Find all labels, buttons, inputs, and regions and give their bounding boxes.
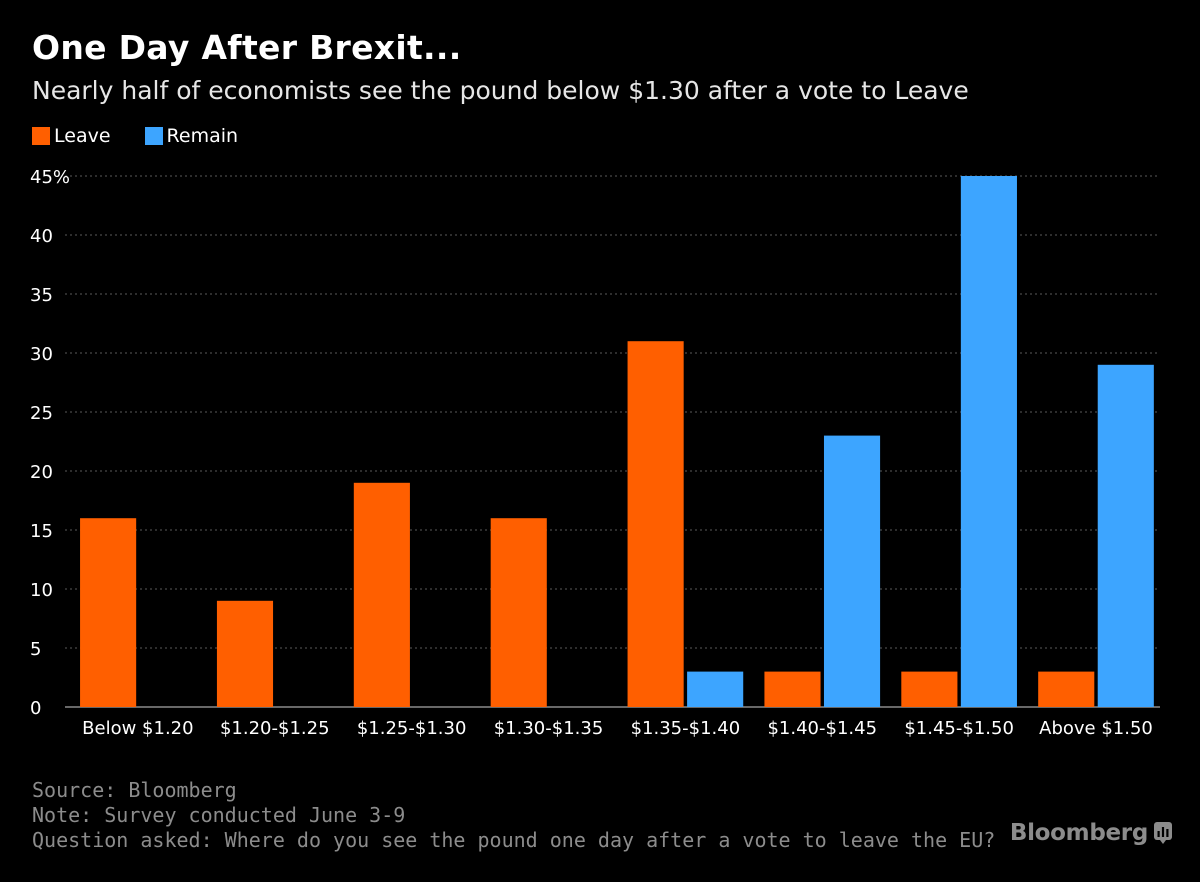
y-tick-label: 5 (30, 639, 41, 660)
legend-swatch-leave (32, 127, 50, 145)
bloomberg-terminal-icon (1154, 822, 1172, 844)
brand-name: Bloomberg (1009, 820, 1148, 846)
bar-leave (353, 482, 410, 707)
bar-leave (764, 671, 821, 707)
y-tick-label: 15 (30, 521, 53, 542)
x-tick-label: Below $1.20 (82, 718, 193, 739)
bar-leave (80, 518, 137, 707)
source-note: Source: Bloomberg (32, 778, 237, 802)
x-tick-label: $1.25-$1.30 (357, 718, 467, 739)
x-tick-label: $1.20-$1.25 (220, 718, 330, 739)
x-tick-label: Above $1.50 (1039, 718, 1153, 739)
y-tick-label: 20 (30, 462, 53, 483)
bar-leave (901, 671, 958, 707)
x-tick-label: $1.45-$1.50 (904, 718, 1014, 739)
legend: Leave Remain (32, 124, 272, 148)
y-tick-label: 10 (30, 580, 53, 601)
footer-notes: Source: Bloomberg Note: Survey conducted… (32, 778, 995, 853)
bar-remain (960, 176, 1017, 707)
bar-remain (823, 435, 881, 707)
bar-leave (216, 600, 274, 707)
legend-label-leave: Leave (54, 125, 111, 147)
x-tick-label: $1.35-$1.40 (631, 718, 741, 739)
bar-chart: 0 5 10 15 20 25 30 35 40 45% Below $1.20 $1.20-$1.2… (30, 167, 1160, 739)
chart-title: One Day After Brexit... (32, 28, 462, 67)
y-tick-label: 30 (30, 344, 53, 365)
chart-subtitle: Nearly half of economists see the pound … (32, 76, 969, 105)
bloomberg-logo: Bloomberg (1010, 820, 1172, 846)
bar-leave (1038, 671, 1095, 707)
y-tick-label: 40 (30, 226, 53, 247)
bar-leave (490, 518, 547, 707)
y-tick-label: 35 (30, 285, 53, 306)
y-tick-label: 25 (30, 403, 53, 424)
y-tick-label: 45% (30, 167, 70, 188)
legend-item-leave: Leave (32, 125, 111, 147)
legend-swatch-remain (144, 127, 163, 145)
bar-remain (687, 671, 744, 707)
x-tick-label: $1.30-$1.35 (494, 718, 604, 739)
bar-leave (627, 341, 684, 707)
bar-remain (1097, 364, 1154, 707)
survey-note: Note: Survey conducted June 3-9 (32, 803, 406, 827)
x-tick-label: $1.40-$1.45 (767, 718, 877, 739)
y-tick-label: 0 (30, 698, 41, 719)
legend-item-remain: Remain (144, 125, 239, 147)
question-note: Question asked: Where do you see the pou… (32, 828, 996, 852)
legend-label-remain: Remain (166, 125, 239, 147)
